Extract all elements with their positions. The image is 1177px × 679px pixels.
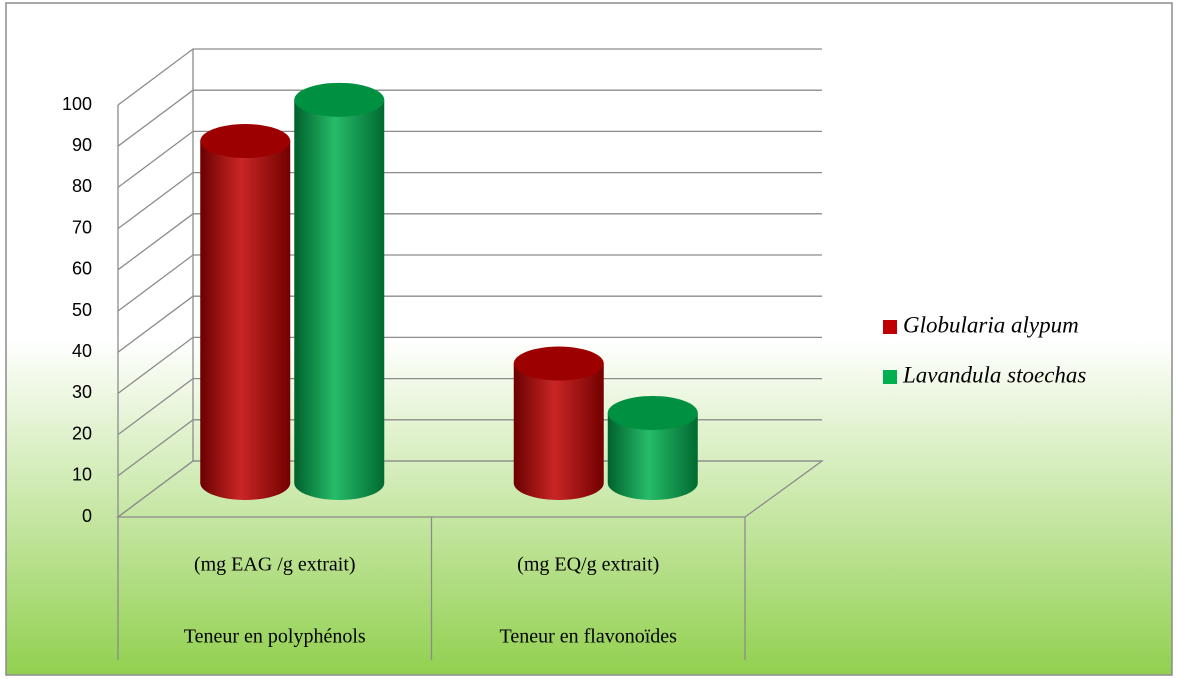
y-tick-label: 70 [72, 217, 92, 237]
y-tick-label: 10 [72, 465, 92, 485]
bar-top [200, 124, 291, 159]
bar [200, 124, 291, 501]
bar [607, 395, 698, 500]
y-tick-label: 40 [72, 341, 92, 361]
bar [294, 82, 385, 500]
legend-swatch [883, 320, 897, 334]
grid [116, 48, 824, 660]
legend-label: Globularia alypum [903, 312, 1079, 337]
labels: 0 10 20 30 40 50 60 70 80 90 100 (mg EAG /g extrait… [62, 94, 1086, 648]
bar-body [200, 141, 291, 501]
y-tick-label: 50 [72, 300, 92, 320]
legend-label: Lavandula stoechas [902, 362, 1086, 387]
bar-top [513, 346, 604, 381]
category-unit: (mg EAG /g extrait) [194, 554, 356, 576]
bar-body [607, 412, 698, 500]
x-tick-label: Teneur en polyphénols [184, 626, 366, 648]
y-tick-label: 60 [72, 259, 92, 279]
legend-swatch [883, 370, 897, 384]
bar [513, 346, 604, 500]
bar-top [294, 82, 385, 117]
y-tick-label: 30 [72, 382, 92, 402]
y-tick-label: 90 [72, 135, 92, 155]
x-tick-label: Teneur en flavonoïdes [500, 626, 678, 648]
category-unit: (mg EQ/g extrait) [517, 554, 659, 576]
y-tick-label: 0 [82, 506, 92, 526]
y-tick-label: 100 [62, 94, 92, 114]
bars [200, 82, 698, 501]
bar-body [513, 363, 604, 500]
bar-body [294, 99, 385, 500]
y-tick-label: 80 [72, 176, 92, 196]
y-tick-label: 20 [72, 423, 92, 443]
bar-top [607, 395, 698, 430]
